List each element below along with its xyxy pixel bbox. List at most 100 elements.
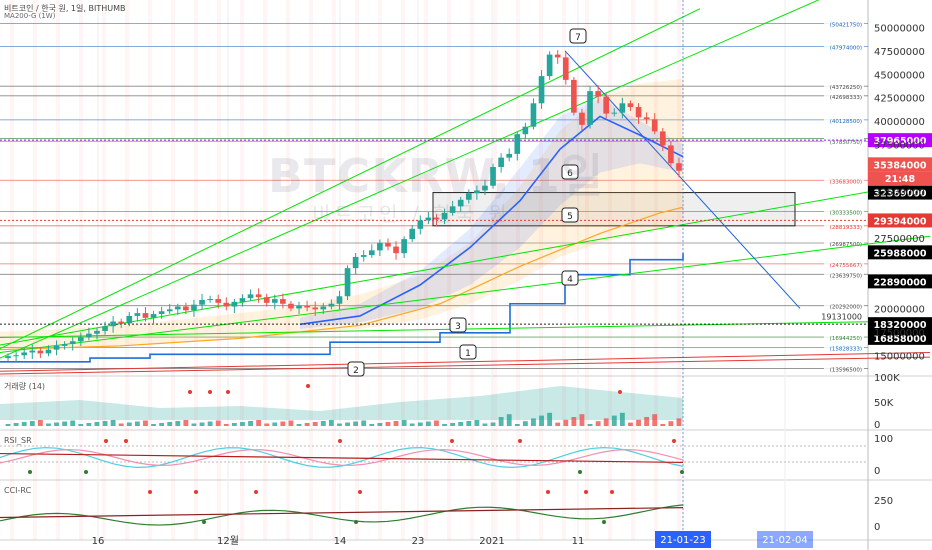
price-level-label: (23639750) (830, 273, 862, 279)
signal-dot (450, 439, 454, 443)
volume-bar (54, 422, 59, 426)
candle-body (61, 344, 68, 346)
candle-body (21, 352, 28, 356)
price-level-label: (26987500) (830, 242, 862, 248)
volume-bar (175, 421, 181, 426)
candle-body (94, 330, 100, 334)
rsi-axis-tick: 0 (874, 466, 880, 477)
volume-bar (231, 423, 237, 426)
volume-bar (37, 420, 43, 426)
volume-bar (466, 421, 472, 426)
candle-body (110, 321, 116, 327)
session-shade (516, 0, 520, 540)
x-axis-tick: 2021 (479, 536, 504, 547)
ema-blue-line (299, 115, 684, 326)
session-shade (56, 0, 60, 540)
rsi-line (0, 447, 684, 468)
candle-body (263, 297, 270, 303)
candle-body (368, 250, 375, 256)
x-axis-tick: 14 (334, 536, 347, 547)
volume-bar (450, 423, 456, 426)
volume-bar (514, 424, 520, 426)
watermark-ticker: BTCKRW, 1일 (268, 149, 605, 203)
price-label-box (868, 133, 932, 148)
price-level-label: (24755667) (830, 263, 862, 269)
price-label-text: 22890000 (874, 277, 927, 288)
price-level-label-bg (824, 19, 864, 28)
session-shade (470, 0, 474, 540)
price-axis-tick: 40000000 (874, 117, 925, 128)
chart-header-indicator: MA200-G (1W) (4, 12, 56, 20)
candle-body (215, 299, 222, 303)
volume-bar (215, 420, 221, 426)
volume-bar (401, 420, 407, 426)
signal-dot (208, 390, 212, 394)
volume-bar (151, 424, 156, 426)
marker-label: 2 (353, 366, 359, 376)
volume-bar (167, 422, 173, 426)
volume-bar (571, 417, 577, 426)
candle-body (328, 303, 335, 307)
signal-dot (584, 490, 588, 494)
volume-bar (522, 421, 528, 426)
marker-box (569, 28, 587, 44)
price-level-label-bg (824, 115, 864, 124)
candle-body (457, 199, 464, 207)
price-level-label: (30333500) (830, 211, 862, 217)
volume-bar (531, 418, 536, 426)
volume-bar (126, 422, 132, 426)
marker-label: 4 (567, 275, 573, 285)
price-level-label: (47974000) (830, 45, 862, 51)
volume-bar (207, 421, 213, 426)
candle-body (126, 315, 133, 324)
price-level-label: (50421750) (830, 22, 862, 28)
signal-dot (518, 439, 522, 443)
candle-body (86, 333, 92, 338)
candle-body (29, 350, 36, 353)
volume-bar (288, 420, 294, 426)
volume-bar (353, 421, 359, 426)
signal-dot (338, 439, 342, 443)
candle-body (288, 303, 294, 309)
signal-dot (148, 490, 152, 494)
price-label-text: 29394000 (874, 216, 927, 227)
candle-body (514, 134, 521, 154)
x-axis-date-box (655, 531, 711, 548)
candle-body (441, 212, 448, 220)
price-level-label-bg (824, 42, 864, 51)
candle-body (183, 306, 189, 311)
watermark-name: 비트코인 / 한국 원 (312, 202, 511, 226)
volume-bar (636, 419, 641, 426)
price-level-label: (16944250) (830, 336, 862, 342)
volume-bar (86, 423, 92, 426)
cci-axis-tick: 250 (874, 496, 893, 507)
volume-bar (417, 422, 423, 426)
candle-body (522, 126, 529, 135)
candle-body (571, 79, 577, 113)
volume-bar (46, 423, 51, 426)
rsi-axis-tick: 100 (874, 434, 893, 445)
candle-body (482, 185, 488, 191)
session-shade (102, 0, 106, 540)
session-shade (79, 0, 83, 540)
candle-body (53, 345, 60, 350)
x-axis-tick: 21-01-23 (660, 535, 705, 546)
trend-line (0, 0, 820, 359)
volume-bar (539, 415, 544, 426)
price-level-label-bg (824, 91, 864, 100)
price-level-label: (28819333) (830, 225, 862, 231)
volume-bar (296, 424, 302, 426)
cci-panel-label: CCI-RC (4, 486, 32, 495)
candle-body (635, 107, 642, 118)
session-shade (125, 0, 129, 540)
price-label-text: 35384000 (874, 160, 927, 171)
volume-bar (21, 422, 27, 426)
volume-bar (603, 418, 609, 426)
session-shade (10, 0, 14, 540)
candle-body (199, 300, 205, 305)
volume-bar (183, 420, 189, 426)
volume-bar (143, 420, 148, 426)
price-level-label: (20292000) (830, 305, 862, 311)
